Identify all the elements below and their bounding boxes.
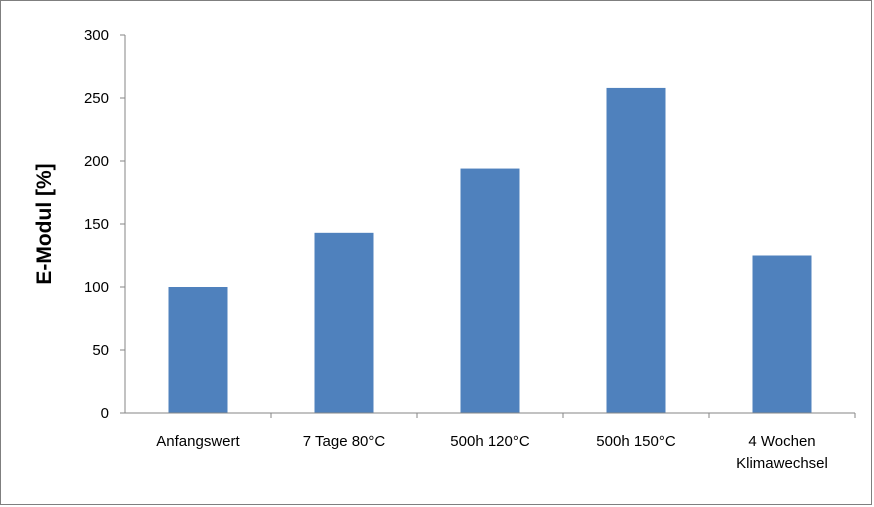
- y-tick-label: 0: [101, 405, 109, 422]
- y-tick-label: 50: [92, 342, 109, 359]
- bar: [314, 232, 374, 413]
- y-tick-label: 200: [84, 153, 109, 170]
- y-axis-label: E-Modul [%]: [33, 163, 56, 284]
- y-tick-label: 150: [84, 216, 109, 233]
- x-tick-label-line: 7 Tage 80°C: [303, 433, 386, 450]
- x-tick-label: 500h 120°C: [450, 433, 530, 450]
- y-tick-label: 300: [84, 27, 109, 44]
- x-tick-label-line: Klimawechsel: [736, 455, 828, 472]
- x-tick-label: 7 Tage 80°C: [303, 433, 386, 450]
- x-tick-label-line: 500h 120°C: [450, 433, 530, 450]
- y-tick-label: 100: [84, 279, 109, 296]
- x-tick-label-line: 500h 150°C: [596, 433, 676, 450]
- x-tick-label: 4 Wochen Klimawechsel: [736, 433, 828, 472]
- x-tick-label: 500h 150°C: [596, 433, 676, 450]
- x-tick-label-line: Anfangswert: [156, 433, 240, 450]
- bar: [752, 255, 812, 413]
- x-tick-label: Anfangswert: [156, 433, 240, 450]
- bar: [460, 168, 520, 413]
- bar: [168, 287, 228, 413]
- y-tick-label: 250: [84, 90, 109, 107]
- x-tick-label-line: 4 Wochen: [748, 433, 815, 450]
- bar: [606, 87, 666, 414]
